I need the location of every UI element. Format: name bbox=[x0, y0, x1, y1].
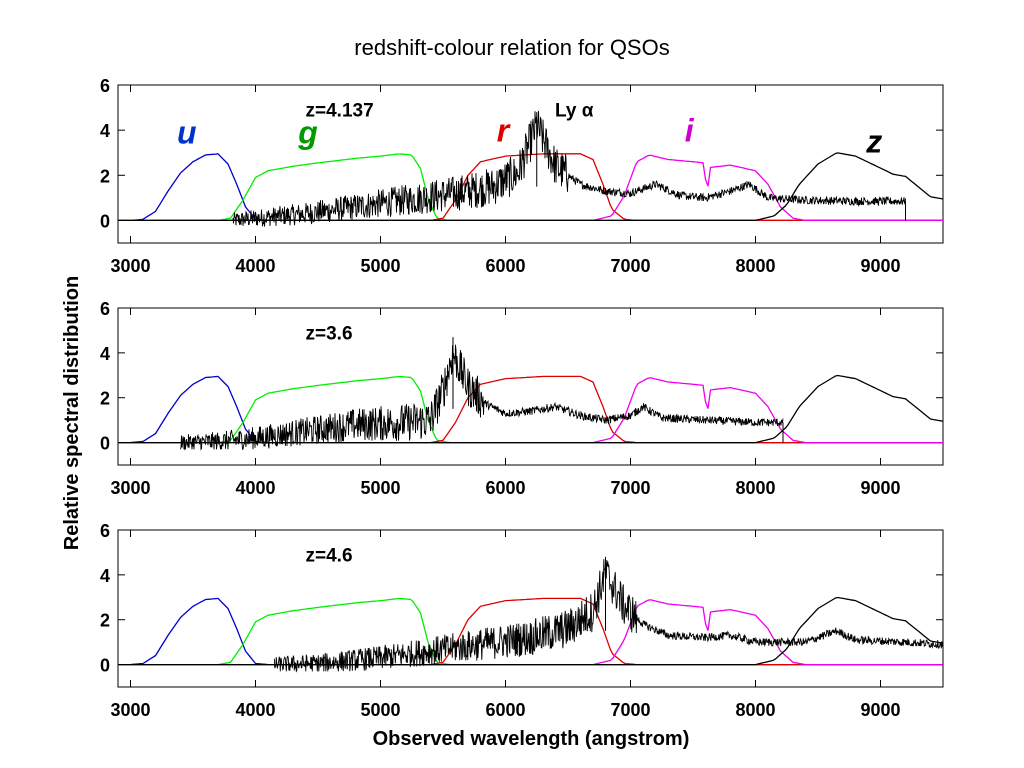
x-tick-label: 5000 bbox=[360, 256, 400, 276]
x-tick-label: 8000 bbox=[735, 256, 775, 276]
band-label-g: g bbox=[297, 115, 318, 151]
filter-curve-z bbox=[118, 152, 944, 222]
panel-2: 6 4 2 0 3000 4000 5000 6000 7000 8000 9000 z=3.6 bbox=[100, 299, 944, 498]
y-tick-label: 6 bbox=[100, 299, 110, 319]
redshift-label: z=4.137 bbox=[306, 101, 374, 122]
panel-3: 6 4 2 0 3000 4000 5000 6000 7000 8000 9000 z=4.6 bbox=[100, 521, 944, 720]
y-tick-label: 2 bbox=[100, 166, 110, 186]
x-tick-label: 7000 bbox=[610, 256, 650, 276]
y-tick-label: 0 bbox=[100, 434, 110, 454]
panel-frame bbox=[117, 529, 944, 688]
x-tick-label: 4000 bbox=[235, 700, 275, 720]
x-tick-label: 9000 bbox=[860, 700, 900, 720]
qso-spectrum bbox=[232, 110, 906, 227]
y-tick-label: 4 bbox=[100, 121, 110, 141]
y-tick-label: 0 bbox=[100, 656, 110, 676]
qso-spectrum bbox=[273, 559, 944, 673]
y-tick-label: 2 bbox=[100, 389, 110, 409]
y-tick-label: 6 bbox=[100, 76, 110, 96]
x-tick-label: 7000 bbox=[610, 478, 650, 498]
y-tick-label: 6 bbox=[100, 521, 110, 541]
x-tick-label: 4000 bbox=[235, 478, 275, 498]
filter-curve-z bbox=[118, 596, 944, 666]
x-tick-label: 9000 bbox=[860, 478, 900, 498]
x-tick-label: 7000 bbox=[610, 700, 650, 720]
band-label-r: r bbox=[497, 112, 511, 148]
y-tick-label: 4 bbox=[100, 566, 110, 586]
panel-frame bbox=[117, 307, 944, 466]
x-axis-label: Observed wavelength (angstrom) bbox=[373, 728, 690, 750]
qso-spectrum bbox=[180, 344, 784, 451]
x-tick-label: 8000 bbox=[735, 478, 775, 498]
x-tick-label: 6000 bbox=[485, 256, 525, 276]
panels: 6 4 2 0 3000 4000 5000 6000 7000 8000 9000 z=4.137 L… bbox=[100, 76, 944, 720]
panel-frame bbox=[117, 84, 944, 244]
x-tick-label: 5000 bbox=[360, 700, 400, 720]
y-axis-label: Relative spectral distribution bbox=[61, 276, 83, 551]
redshift-label: z=3.6 bbox=[306, 323, 353, 344]
x-tick-label: 3000 bbox=[110, 478, 150, 498]
band-label-u: u bbox=[177, 115, 197, 151]
chart-title: redshift-colour relation for QSOs bbox=[354, 35, 669, 60]
redshift-label: z=4.6 bbox=[306, 545, 353, 566]
band-label-z: z bbox=[865, 124, 882, 160]
band-label-i: i bbox=[685, 112, 695, 148]
x-tick-label: 6000 bbox=[485, 478, 525, 498]
x-tick-label: 5000 bbox=[360, 478, 400, 498]
y-tick-label: 2 bbox=[100, 611, 110, 631]
y-tick-label: 4 bbox=[100, 344, 110, 364]
panel-1: 6 4 2 0 3000 4000 5000 6000 7000 8000 9000 z=4.137 L… bbox=[100, 76, 944, 276]
x-tick-label: 6000 bbox=[485, 700, 525, 720]
x-tick-label: 4000 bbox=[235, 256, 275, 276]
x-tick-label: 3000 bbox=[110, 700, 150, 720]
x-tick-label: 8000 bbox=[735, 700, 775, 720]
x-tick-label: 9000 bbox=[860, 256, 900, 276]
lyman-alpha-label: Ly α bbox=[555, 101, 594, 122]
x-tick-label: 3000 bbox=[110, 256, 150, 276]
y-tick-label: 0 bbox=[100, 211, 110, 231]
filter-curve-i bbox=[118, 154, 943, 222]
